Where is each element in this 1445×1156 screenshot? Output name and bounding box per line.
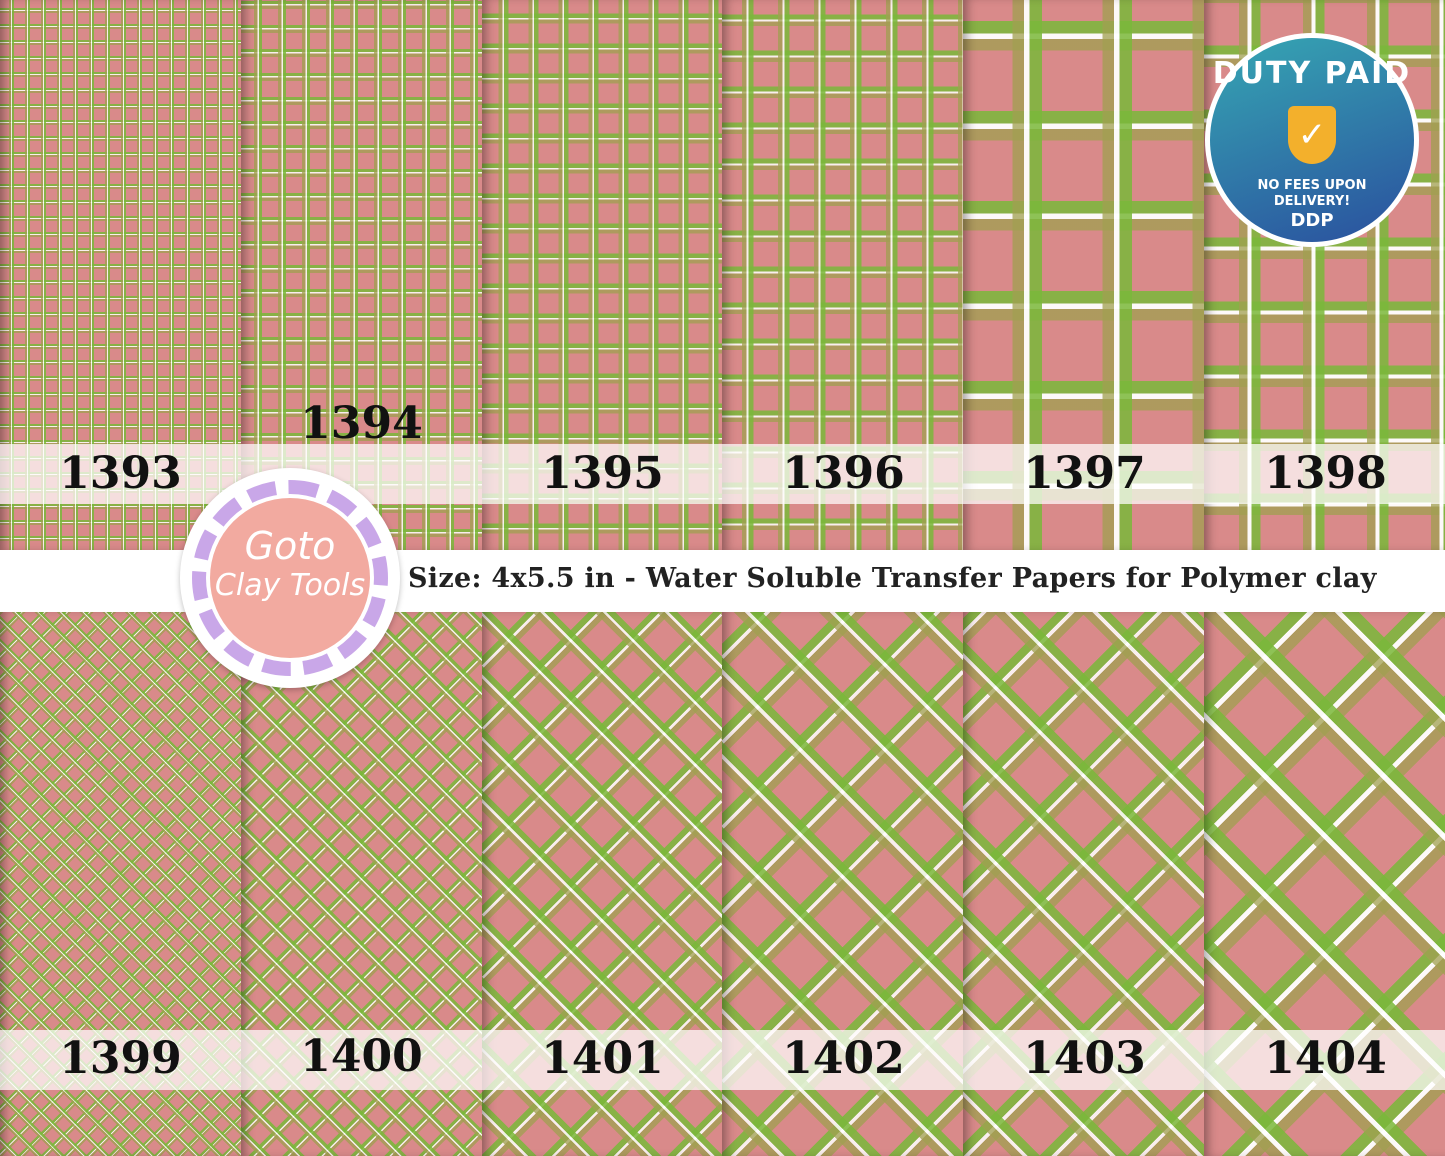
swatch-label: 1393 [59, 448, 182, 499]
swatch-label: 1397 [1023, 448, 1146, 499]
swatch-label: 1395 [541, 448, 664, 499]
swatch-label: 1404 [1264, 1033, 1387, 1084]
duty-paid-badge: DUTY PAID ✓ NO FEES UPON DELIVERY! DDP [1205, 33, 1419, 247]
swatch-label: 1402 [782, 1033, 905, 1084]
swatch-label: 1400 [300, 1031, 423, 1082]
shield-check-icon: ✓ [1288, 106, 1336, 164]
swatch-label: 1396 [782, 448, 905, 499]
badge-line2: DELIVERY! [1273, 194, 1351, 209]
swatch-label: 1398 [1264, 448, 1387, 499]
badge-line1: NO FEES UPON [1257, 178, 1367, 193]
swatch-label: 1401 [541, 1033, 664, 1084]
logo-text-line2: Clay Tools [214, 568, 366, 603]
logo-text-line1: Goto [244, 524, 336, 568]
label-band-bottom [0, 1030, 1445, 1090]
badge-title: DUTY PAID [1212, 56, 1412, 91]
banner-text: Size: 4x5.5 in - Water Soluble Transfer … [408, 563, 1377, 594]
swatch-label: 1403 [1023, 1033, 1146, 1084]
swatch-label: 1399 [59, 1033, 182, 1084]
brand-logo: Goto Clay Tools [180, 468, 400, 688]
logo-center: Goto Clay Tools [210, 498, 370, 658]
badge-code: DDP [1290, 210, 1334, 231]
badge-subtitle: NO FEES UPON DELIVERY! [1210, 178, 1414, 210]
swatch-label: 1394 [300, 398, 423, 449]
